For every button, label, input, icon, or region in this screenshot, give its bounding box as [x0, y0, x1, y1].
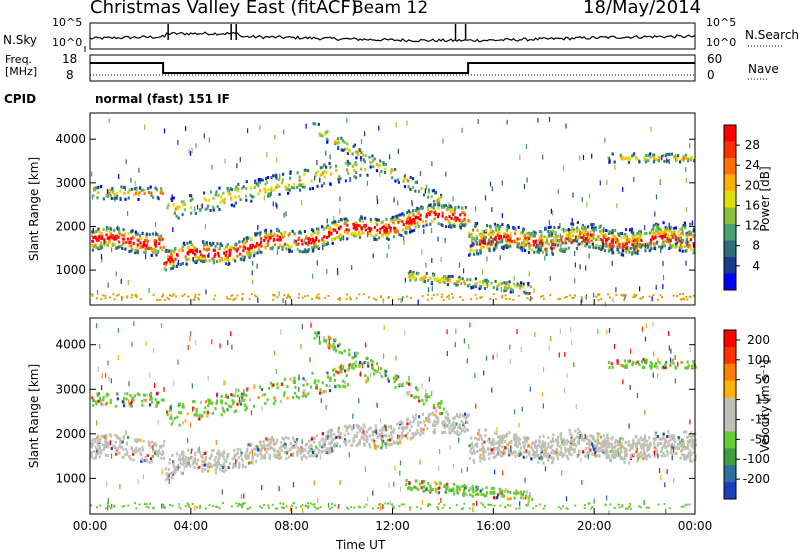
velocity-heatmap [90, 318, 698, 516]
velocity-colorbar-cell [724, 465, 736, 483]
power-colorbar-label: 16 [745, 198, 760, 212]
power-colorbar-label: 4 [752, 259, 760, 273]
velocity-colorbar-cell [724, 397, 736, 415]
beam-label: Beam 12 [352, 0, 429, 18]
power-colorbar-title: Power [dB] [758, 166, 772, 231]
power-colorbar-frame [723, 124, 737, 291]
sky-tick-bottom: 10^0 [52, 36, 83, 49]
x-tick-label: 08:00 [274, 519, 309, 533]
velocity-colorbar-frame [723, 329, 737, 500]
power-colorbar-cell [724, 191, 736, 208]
velocity-ylabel: Slant Range [km] [27, 364, 41, 468]
nave-label: Nave [748, 62, 779, 76]
power-ytick-label: 2000 [55, 219, 86, 233]
velocity-colorbar-label: -50 [750, 432, 770, 446]
power-colorbar-label: 24 [745, 158, 760, 172]
sky-noise-line [89, 31, 696, 43]
power-colorbar-cell [724, 257, 736, 274]
date-label: 18/May/2014 [583, 0, 702, 18]
velocity-ytick-label: 3000 [55, 382, 86, 396]
power-colorbar-label: 8 [752, 239, 760, 253]
velocity-colorbar-label: 50 [755, 373, 770, 387]
search-tick-top: 10^5 [706, 16, 737, 29]
x-tick-label: 12:00 [375, 519, 410, 533]
frequency-line [90, 62, 695, 74]
power-colorbar-cell [724, 273, 736, 291]
nave-tick-top: 60 [707, 52, 723, 66]
x-tick-label: 00:00 [678, 519, 713, 533]
velocity-colorbar-title: Velocity [m s⁻¹] [758, 359, 772, 452]
sky-tick-top: 10^5 [52, 16, 83, 29]
velocity-colorbar-cell [724, 330, 736, 348]
x-tick-label: 20:00 [577, 519, 612, 533]
station-title: Christmas Valley East (fitACF) [90, 0, 358, 18]
velocity-ytick-label: 4000 [55, 338, 86, 352]
power-colorbar-cell [724, 141, 736, 159]
cpid-label: CPID [4, 92, 37, 106]
velocity-ytick-label: 1000 [55, 471, 86, 485]
velocity-colorbar-cell [724, 431, 736, 449]
power-colorbar-cell [724, 240, 736, 258]
power-colorbar-label: 12 [745, 219, 760, 233]
velocity-colorbar-cell [724, 414, 736, 432]
x-tick-label: 04:00 [174, 519, 209, 533]
velocity-colorbar-label: -100 [743, 452, 770, 466]
power-colorbar-cell [724, 174, 736, 192]
power-colorbar-cell [724, 125, 736, 142]
freq-tick-bottom: 8 [66, 68, 74, 82]
power-colorbar-label: 20 [745, 178, 760, 192]
freq-label-2: [MHz] [5, 65, 38, 78]
velocity-colorbar-label: 100 [747, 353, 770, 367]
velocity-ytick-label: 2000 [55, 427, 86, 441]
freq-label-1: Freq. [5, 53, 33, 66]
cpid-program: normal (fast) 151 IF [95, 92, 230, 106]
search-label: N.Search [745, 28, 800, 42]
freq-panel-frame [89, 54, 696, 82]
power-ylabel: Slant Range [km] [27, 157, 41, 261]
velocity-colorbar-label: 200 [747, 333, 770, 347]
nave-tick-bottom: 0 [707, 68, 715, 82]
power-ytick-label: 3000 [55, 176, 86, 190]
velocity-colorbar-label: 15 [755, 393, 770, 407]
power-colorbar-label: 28 [745, 138, 760, 152]
power-ytick-label: 1000 [55, 263, 86, 277]
search-tick-bottom: 10^0 [706, 36, 737, 49]
power-colorbar-cell [724, 224, 736, 241]
velocity-colorbar-cell [724, 380, 736, 399]
power-colorbar-cell [724, 207, 736, 225]
power-colorbar-cell [724, 158, 736, 175]
velocity-colorbar-label: -15 [750, 412, 770, 426]
sky-panel-frame [89, 22, 696, 50]
velocity-colorbar-cell [724, 448, 736, 466]
power-heatmap [90, 113, 696, 307]
x-axis-label: Time UT [336, 538, 386, 552]
freq-tick-top: 18 [62, 52, 78, 66]
velocity-colorbar-cell [724, 482, 736, 500]
velocity-colorbar-cell [724, 346, 736, 365]
power-ytick-label: 4000 [55, 132, 86, 146]
velocity-colorbar-cell [724, 363, 736, 382]
x-tick-label: 16:00 [476, 519, 511, 533]
x-tick-label: 00:00 [73, 519, 108, 533]
velocity-colorbar-label: -200 [743, 472, 770, 486]
sky-label: N.Sky [3, 33, 38, 47]
